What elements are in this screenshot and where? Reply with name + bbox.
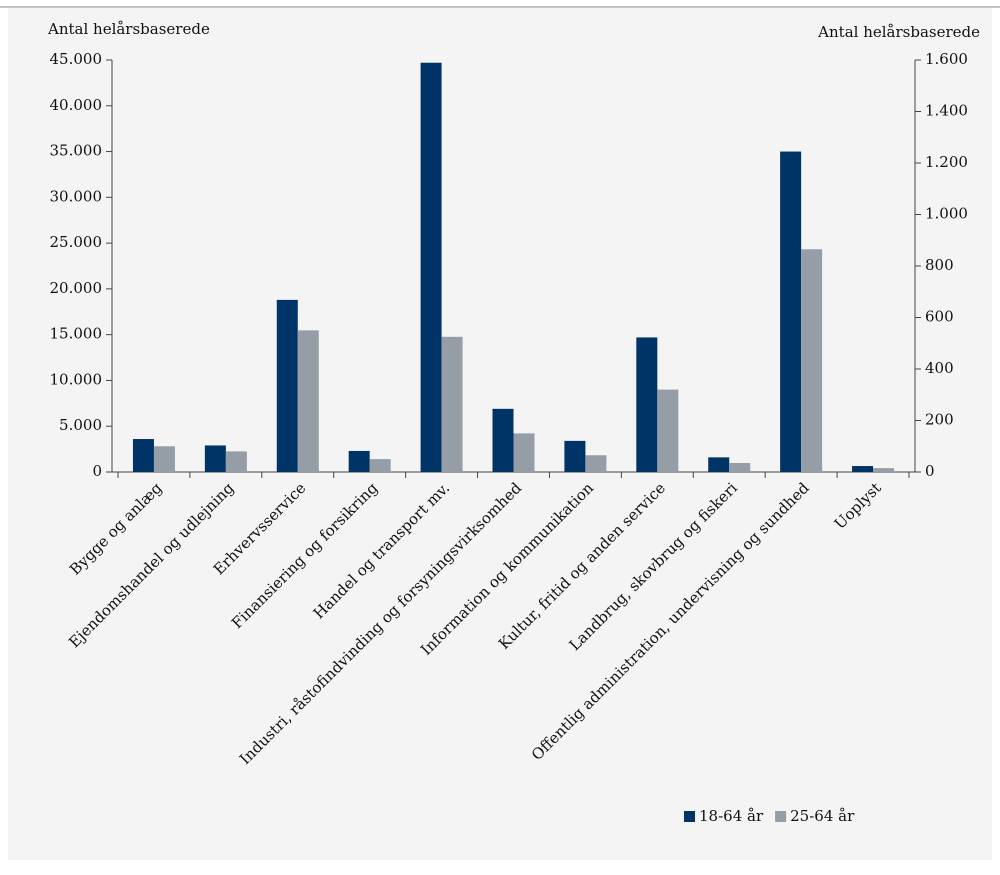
y-tick-label: 15.000: [50, 325, 103, 343]
bar: [297, 330, 319, 472]
bar: [852, 466, 874, 472]
y2-tick-label: 0: [925, 462, 935, 480]
bar: [873, 468, 895, 472]
bar: [780, 151, 802, 473]
y2-tick-label: 1.400: [925, 102, 968, 120]
bar: [348, 450, 370, 472]
bar: [801, 249, 823, 472]
y-tick-label: 0: [92, 462, 102, 480]
y-tick-label: 5.000: [59, 416, 102, 434]
bar: [225, 451, 247, 472]
y-tick-label: 45.000: [50, 50, 103, 68]
legend-swatch: [775, 811, 787, 822]
bar: [492, 408, 514, 472]
y2-axis-title: Antal helårsbaserede: [817, 23, 980, 41]
y-tick-label: 40.000: [50, 96, 103, 114]
legend-label: 18-64 år: [699, 807, 764, 825]
bar: [729, 462, 751, 472]
bar: [513, 433, 535, 472]
bar: [441, 336, 463, 472]
y-axis-title: Antal helårsbaserede: [47, 20, 210, 38]
y2-tick-label: 1.600: [925, 50, 968, 68]
y-tick-label: 35.000: [50, 142, 103, 160]
y-tick-label: 20.000: [50, 279, 103, 297]
bar: [369, 459, 391, 472]
y2-tick-label: 800: [925, 256, 954, 274]
y2-tick-label: 200: [925, 411, 954, 429]
bar: [657, 389, 679, 472]
y-tick-label: 10.000: [50, 370, 103, 388]
bar: [204, 445, 226, 472]
y2-tick-label: 600: [925, 308, 954, 326]
legend-swatch: [684, 811, 695, 822]
bar: [564, 440, 586, 472]
y2-tick-label: 1.000: [925, 205, 968, 223]
y2-tick-label: 400: [925, 359, 954, 377]
bar: [132, 439, 154, 472]
bar: [153, 446, 175, 472]
bar: [276, 299, 298, 472]
y-tick-label: 30.000: [50, 187, 103, 205]
legend-label: 25-64 år: [790, 807, 855, 825]
bar: [708, 457, 730, 472]
bar: [585, 455, 607, 472]
y2-tick-label: 1.200: [925, 153, 968, 171]
bar: [636, 337, 658, 472]
y-tick-label: 25.000: [50, 233, 103, 251]
bar: [420, 62, 442, 472]
